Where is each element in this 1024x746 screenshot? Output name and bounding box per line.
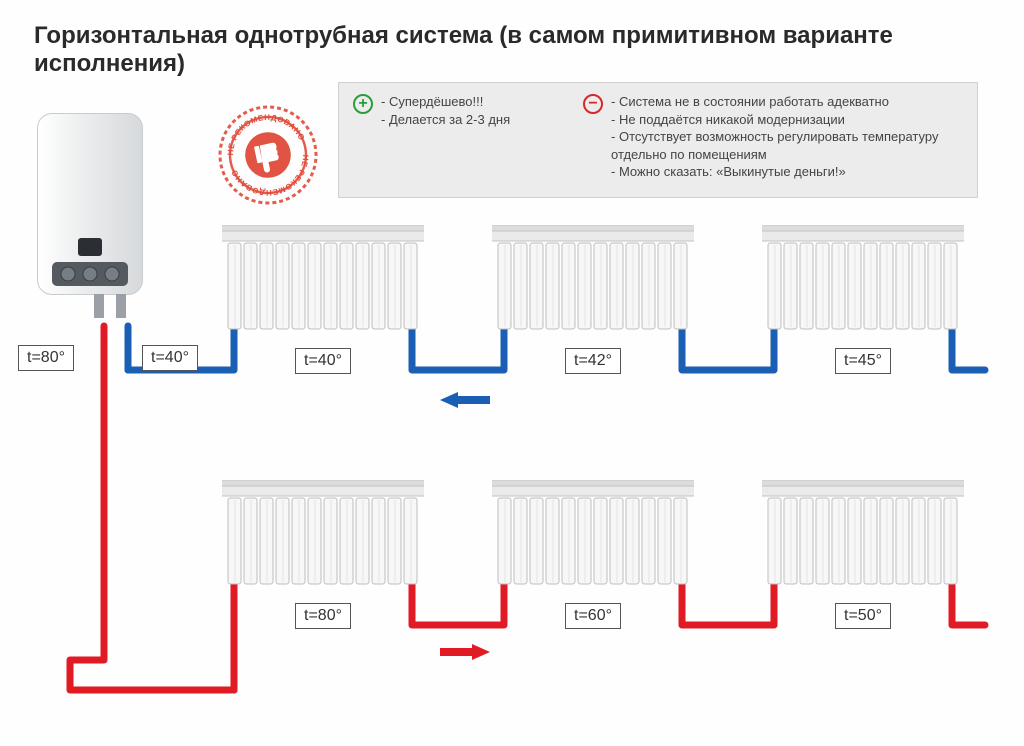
- pros-column: + Супердёшево!!! Делается за 2-3 дня: [353, 93, 583, 187]
- radiator-bottom-1: [222, 480, 424, 588]
- con-item: Система не в состоянии работать адекватн…: [611, 93, 963, 111]
- minus-icon: −: [583, 94, 603, 114]
- boiler-supply-temp: t=80°: [18, 345, 74, 371]
- cons-list: Система не в состоянии работать адекватн…: [611, 93, 963, 181]
- radiator-top-2: [492, 225, 694, 333]
- temp-label: t=60°: [565, 603, 621, 629]
- radiator-top-1: [222, 225, 424, 333]
- temp-label: t=50°: [835, 603, 891, 629]
- plus-icon: +: [353, 94, 373, 114]
- con-item: Можно сказать: «Выкинутые деньги!»: [611, 163, 963, 181]
- radiator-bottom-3: [762, 480, 964, 588]
- pros-list: Супердёшево!!! Делается за 2-3 дня: [381, 93, 510, 128]
- boiler: [34, 110, 146, 322]
- flow-arrow-supply-icon: [440, 642, 490, 662]
- page-title: Горизонтальная однотрубная система (в са…: [34, 22, 1024, 78]
- radiator-top-3: [762, 225, 964, 333]
- infobox: + Супердёшево!!! Делается за 2-3 дня − С…: [338, 82, 978, 198]
- temp-label: t=42°: [565, 348, 621, 374]
- boiler-flow-in-icon: ↑: [122, 330, 132, 353]
- cons-column: − Система не в состоянии работать адеква…: [583, 93, 963, 187]
- con-item: Не поддаётся никакой модернизации: [611, 111, 963, 129]
- boiler-flow-out-icon: ↓: [100, 330, 110, 353]
- radiator-bottom-2: [492, 480, 694, 588]
- temp-label: t=40°: [295, 348, 351, 374]
- temp-label: t=45°: [835, 348, 891, 374]
- not-recommended-stamp: НЕ РЕКОМЕНДОВАНО НЕ РЕКОМЕНДОВАНО: [213, 100, 323, 210]
- con-item: Отсутствует возможность регулировать тем…: [611, 128, 963, 163]
- pro-item: Делается за 2-3 дня: [381, 111, 510, 129]
- pro-item: Супердёшево!!!: [381, 93, 510, 111]
- boiler-return-temp: t=40°: [142, 345, 198, 371]
- temp-label: t=80°: [295, 603, 351, 629]
- flow-arrow-return-icon: [440, 390, 490, 410]
